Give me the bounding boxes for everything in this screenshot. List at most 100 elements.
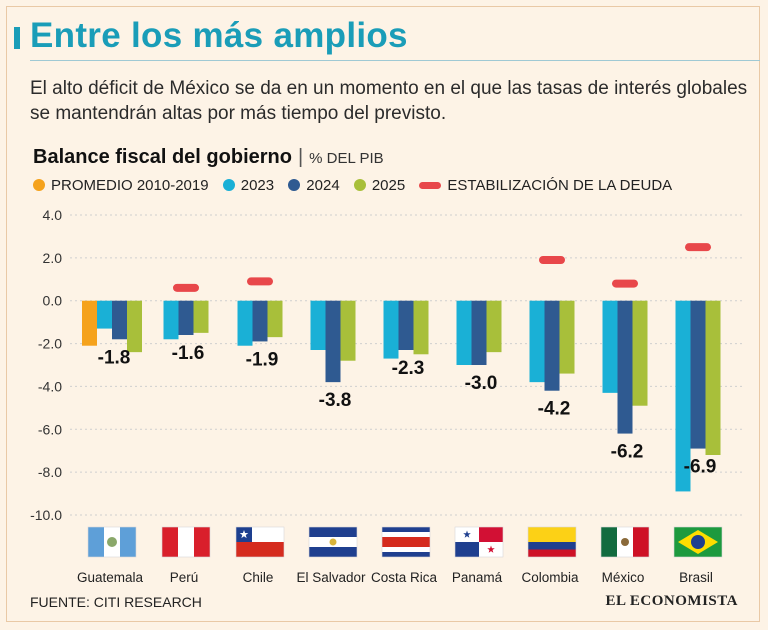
data-label-colombia: -4.2	[538, 399, 571, 420]
bar-el-salvador-y2025	[340, 300, 356, 361]
bar-el-salvador-y2023	[310, 300, 326, 350]
flag-part	[382, 537, 430, 547]
bar-chile-y2023	[237, 300, 253, 346]
y-tick-label: -8.0	[38, 464, 62, 480]
data-label-brasil: -6.9	[684, 457, 717, 478]
data-label-el-salvador: -3.8	[319, 390, 352, 411]
title-divider	[30, 60, 760, 61]
stabilization-marker-peru	[173, 283, 199, 292]
y-tick-label: 2.0	[43, 250, 63, 266]
flag-part	[120, 527, 136, 557]
flag-part	[309, 527, 357, 537]
flag-peru-icon	[161, 526, 211, 558]
flag-part	[479, 527, 503, 542]
chart-title-separator: |	[297, 146, 304, 168]
category-label-colombia: Colombia	[521, 570, 579, 585]
data-label-peru: -1.6	[172, 343, 205, 364]
bar-brasil-y2024	[690, 300, 706, 449]
flag-part	[162, 527, 178, 557]
legend-item-2023: 2023	[222, 177, 274, 194]
flag-border	[87, 526, 137, 558]
flag-part	[633, 527, 649, 557]
bar-brasil-y2023	[675, 300, 691, 492]
data-label-mexico: -6.2	[611, 442, 644, 463]
bar-guatemala-y2023	[97, 300, 112, 329]
legend-swatch-2024	[288, 178, 301, 191]
y-tick-label: -6.0	[38, 421, 62, 437]
subtitle: El alto déficit de México se da en un mo…	[30, 78, 748, 124]
bar-costa-rica-y2024	[398, 300, 414, 350]
category-label-costa-rica: Costa Rica	[371, 570, 438, 585]
data-label-chile: -1.9	[246, 349, 279, 370]
flag-part	[455, 542, 479, 557]
flag-globe	[691, 535, 705, 549]
bar-guatemala-promedio	[82, 300, 97, 346]
bar-colombia-y2025	[559, 300, 575, 374]
legend-item-promedio: PROMEDIO 2010-2019	[33, 177, 209, 194]
bar-panama-y2025	[486, 300, 502, 353]
bar-el-salvador-y2024	[325, 300, 341, 383]
category-label-chile: Chile	[243, 570, 274, 585]
flag-star	[239, 530, 249, 539]
category-label-peru: Perú	[170, 570, 199, 585]
bar-guatemala-y2025	[127, 300, 142, 353]
flag-part	[528, 542, 576, 550]
legend-label-2025: 2025	[371, 176, 406, 194]
bar-mexico-y2024	[617, 300, 633, 434]
bar-panama-y2024	[471, 300, 487, 365]
legend-label-promedio: PROMEDIO 2010-2019	[51, 176, 209, 194]
flag-part	[236, 542, 284, 557]
y-tick-label: 0.0	[43, 293, 63, 309]
legend-item-2024: 2024	[288, 177, 340, 194]
category-label-el-salvador: El Salvador	[296, 570, 366, 585]
legend-label-estabilizacion: ESTABILIZACIÓN DE LA DEUDA	[447, 176, 673, 194]
flag-border	[454, 526, 504, 558]
y-tick-label: -10.0	[30, 507, 62, 523]
bar-panama-y2023	[456, 300, 472, 365]
bar-peru-y2023	[163, 300, 179, 340]
flag-part	[528, 549, 576, 557]
flag-brasil-icon	[673, 526, 723, 558]
stabilization-marker-mexico	[612, 279, 638, 288]
category-label-mexico: México	[602, 570, 645, 585]
flag-emblem	[621, 538, 629, 546]
flag-part	[309, 547, 357, 557]
bar-colombia-y2024	[544, 300, 560, 391]
chart-title-row: Balance fiscal del gobierno | % DEL PIB	[33, 146, 384, 169]
flag-part	[194, 527, 210, 557]
flag-part	[528, 527, 576, 542]
flag-part	[88, 527, 104, 557]
legend-item-2025: 2025	[353, 176, 406, 194]
bar-costa-rica-y2025	[413, 300, 429, 355]
source-note: FUENTE: CITI RESEARCH	[30, 594, 202, 610]
y-tick-label: -4.0	[38, 378, 62, 394]
bar-peru-y2025	[193, 300, 209, 333]
flag-chile-icon	[235, 526, 285, 558]
y-tick-label: -2.0	[38, 336, 62, 352]
page-title: Entre los más amplios	[30, 16, 408, 55]
flag-star	[463, 530, 471, 538]
flag-star	[487, 545, 495, 553]
flag-emblem	[107, 537, 117, 547]
category-label-brasil: Brasil	[679, 570, 713, 585]
flag-colombia-icon	[527, 526, 577, 558]
chart-title: Balance fiscal del gobierno	[33, 146, 292, 168]
flag-border	[235, 526, 285, 558]
flag-border	[381, 526, 431, 558]
category-label-panama: Panamá	[452, 570, 503, 585]
legend-swatch-2023	[222, 178, 235, 191]
category-label-guatemala: Guatemala	[77, 570, 144, 585]
stabilization-marker-brasil	[685, 243, 711, 252]
flag-mexico-icon	[600, 526, 650, 558]
bar-colombia-y2023	[529, 300, 545, 383]
brand-logo: EL ECONOMISTA	[605, 593, 738, 609]
flag-border	[308, 526, 358, 558]
flag-emblem	[329, 538, 337, 546]
data-label-guatemala: -1.8	[98, 347, 131, 368]
flag-border	[161, 526, 211, 558]
flag-border	[527, 526, 577, 558]
y-tick-label: 4.0	[43, 207, 63, 223]
flag-panama-icon	[454, 526, 504, 558]
bar-chile-y2025	[267, 300, 283, 338]
flag-guatemala-icon	[87, 526, 137, 558]
